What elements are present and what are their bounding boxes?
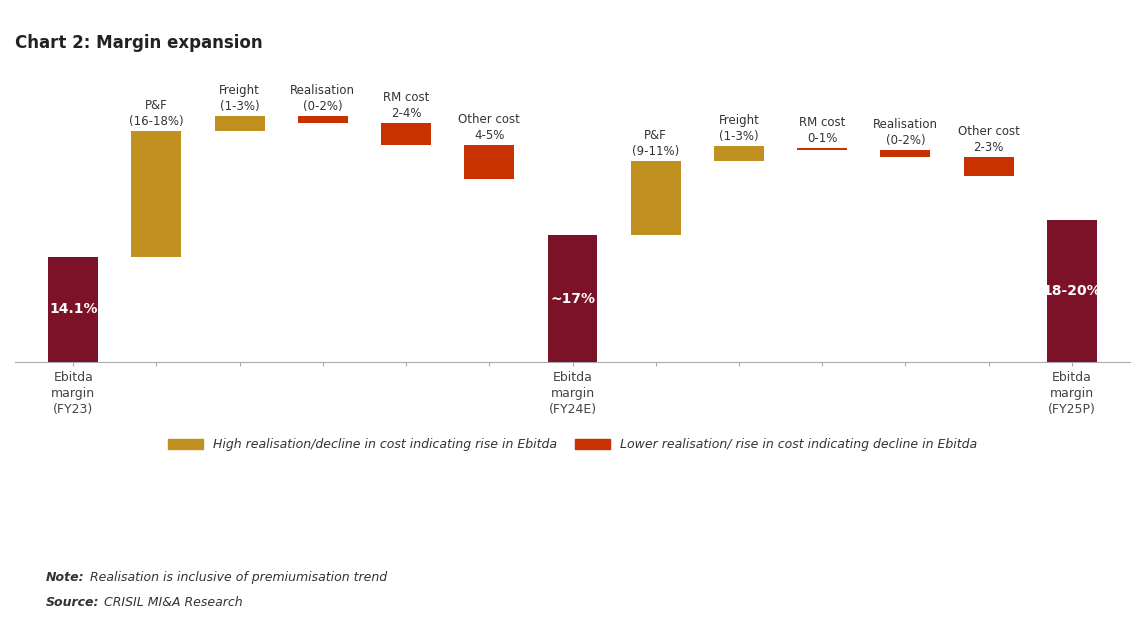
Text: P&F
(9-11%): P&F (9-11%)	[632, 129, 679, 158]
Text: Realisation is inclusive of premiumisation trend: Realisation is inclusive of premiumisati…	[86, 571, 387, 584]
Bar	[132, 130, 181, 257]
Bar	[714, 146, 764, 161]
Bar	[298, 115, 348, 123]
Bar	[797, 148, 847, 150]
Text: Freight
(1-3%): Freight (1-3%)	[219, 84, 260, 113]
Text: Realisation
(0-2%): Realisation (0-2%)	[872, 118, 938, 147]
Bar	[215, 115, 264, 130]
Text: P&F
(16-18%): P&F (16-18%)	[129, 99, 183, 127]
Text: ~17%: ~17%	[550, 291, 595, 306]
Text: Realisation
(0-2%): Realisation (0-2%)	[291, 84, 355, 113]
Bar	[1047, 220, 1097, 362]
Text: Note:: Note:	[46, 571, 85, 584]
Bar	[465, 145, 514, 179]
Legend: High realisation/decline in cost indicating rise in Ebitda, Lower realisation/ r: High realisation/decline in cost indicat…	[163, 434, 982, 456]
Text: 18-20%: 18-20%	[1042, 284, 1101, 298]
Bar	[881, 150, 930, 157]
Bar	[631, 161, 680, 235]
Bar	[381, 123, 431, 145]
Text: CRISIL MI&A Research: CRISIL MI&A Research	[100, 596, 243, 609]
Bar	[547, 235, 598, 362]
Text: RM cost
2-4%: RM cost 2-4%	[382, 91, 429, 120]
Text: Chart 2: Margin expansion: Chart 2: Margin expansion	[15, 34, 262, 52]
Text: Freight
(1-3%): Freight (1-3%)	[718, 114, 759, 143]
Text: 14.1%: 14.1%	[49, 302, 97, 316]
Text: Other cost
2-3%: Other cost 2-3%	[957, 125, 1019, 154]
Text: Source:: Source:	[46, 596, 100, 609]
Text: Other cost
4-5%: Other cost 4-5%	[458, 114, 520, 142]
Bar	[964, 157, 1013, 176]
Text: RM cost
0-1%: RM cost 0-1%	[799, 115, 845, 145]
Bar	[48, 257, 98, 362]
